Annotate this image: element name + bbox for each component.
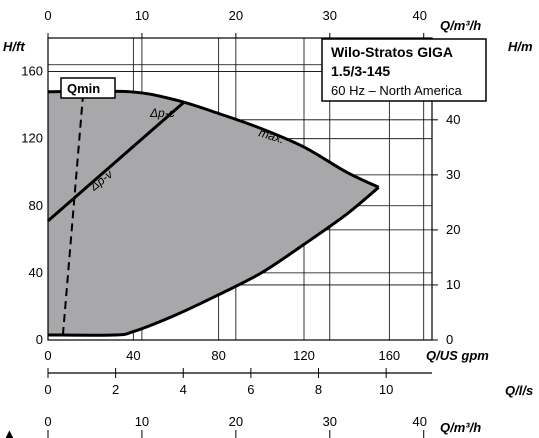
m3h-bottom-tick-label: 20 <box>229 414 243 429</box>
top-x-label: Q/m³/h <box>440 18 481 33</box>
max-curve <box>47 89 380 189</box>
bottom-tick-label: 80 <box>211 348 225 363</box>
top-tick-label: 10 <box>135 8 149 23</box>
bottom-axis-ticks: 0 40 80 120 160 <box>44 348 400 363</box>
chart-title: Wilo-Stratos GIGA <box>331 44 453 60</box>
top-axis-ticks: 0 10 20 30 40 <box>44 8 427 38</box>
ls-axis: 0 2 4 6 8 10 <box>44 368 432 397</box>
left-tick-label: 40 <box>29 265 43 280</box>
top-tick-label: 20 <box>229 8 243 23</box>
right-tick-label: 20 <box>446 222 460 237</box>
right-tick-label: 0 <box>446 332 453 347</box>
left-tick-label: 160 <box>21 64 43 79</box>
dpv-line <box>47 100 186 223</box>
left-tick-label: 80 <box>29 198 43 213</box>
operating-area <box>48 91 379 336</box>
dpc-label: Δp-c <box>149 106 175 120</box>
m3h-bottom-axis: 0 10 20 30 40 ▲ <box>3 414 427 438</box>
bottom-tick-label: 40 <box>126 348 140 363</box>
plot-frame <box>47 37 433 341</box>
left-tick-label: 120 <box>21 131 43 146</box>
ls-tick-label: 4 <box>180 382 187 397</box>
top-tick-label: 30 <box>323 8 337 23</box>
qmin-label: Qmin <box>67 81 100 96</box>
legend-box: Wilo-Stratos GIGA 1.5/3-145 60 Hz – Nort… <box>321 38 487 102</box>
arrow-mark: ▲ <box>3 426 16 438</box>
y-left-label: H/ft <box>3 39 25 54</box>
bottom-tick-label: 160 <box>378 348 400 363</box>
m3h-bottom-label: Q/m³/h <box>440 420 481 435</box>
y-right-label: H/m <box>508 39 533 54</box>
top-tick-label: 0 <box>44 8 51 23</box>
chart-subtitle-2: 60 Hz – North America <box>331 83 463 98</box>
right-tick-label: 30 <box>446 167 460 182</box>
right-tick-label: 10 <box>446 277 460 292</box>
top-tick-label: 40 <box>412 8 426 23</box>
left-tick-label: 0 <box>36 332 43 347</box>
right-tick-label: 40 <box>446 112 460 127</box>
left-axis-ticks: 0 40 80 120 160 <box>21 64 43 347</box>
ls-tick-label: 10 <box>379 382 393 397</box>
bottom-tick-label: 0 <box>44 348 51 363</box>
qmin-line <box>61 79 86 336</box>
m3h-bottom-tick-label: 0 <box>44 414 51 429</box>
bottom-tick-label: 120 <box>293 348 315 363</box>
qmin-label-box: Qmin <box>60 77 116 99</box>
m3h-bottom-tick-label: 10 <box>135 414 149 429</box>
m3h-bottom-tick-label: 30 <box>323 414 337 429</box>
chart-subtitle: 1.5/3-145 <box>331 63 390 79</box>
ls-tick-label: 0 <box>44 382 51 397</box>
x-label: Q/US gpm <box>426 348 489 363</box>
ls-tick-label: 2 <box>112 382 119 397</box>
min-curve <box>47 186 380 337</box>
ls-tick-label: 8 <box>315 382 322 397</box>
ls-tick-label: 6 <box>247 382 254 397</box>
m3h-bottom-tick-label: 40 <box>412 414 426 429</box>
ls-label: Q/l/s <box>505 383 533 398</box>
